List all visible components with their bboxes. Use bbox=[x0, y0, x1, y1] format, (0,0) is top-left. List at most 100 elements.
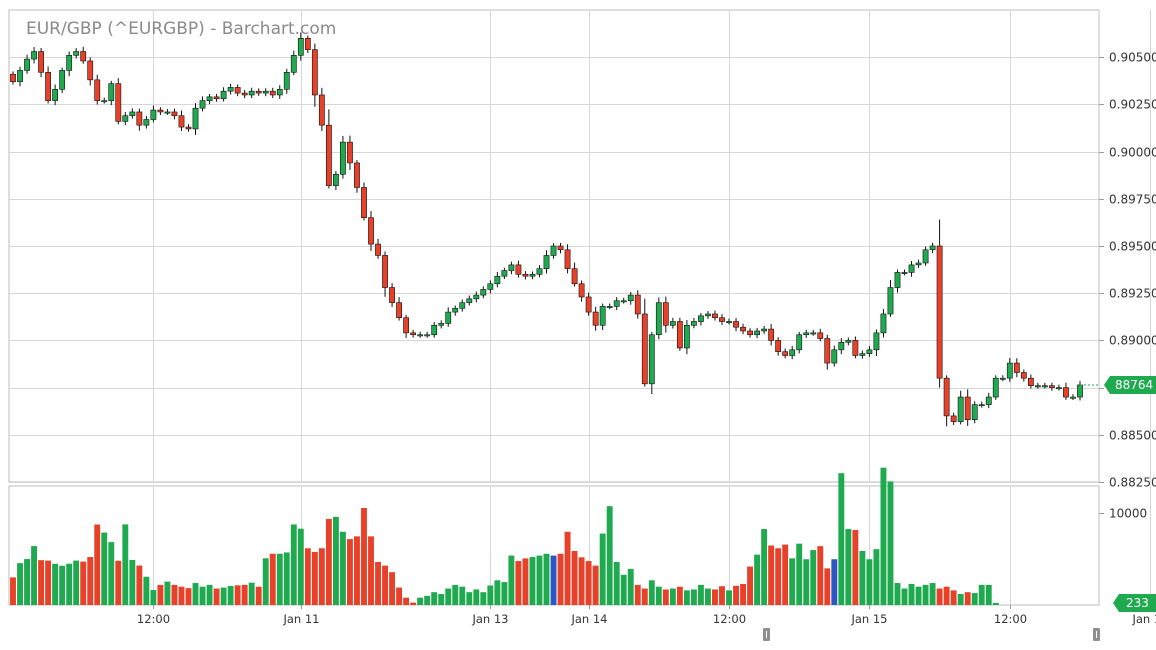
volume-bar bbox=[817, 546, 824, 605]
candle bbox=[445, 311, 452, 324]
volume-bar bbox=[859, 550, 866, 605]
volume-bar bbox=[466, 592, 473, 605]
price-tick-label: 0.89500 bbox=[1109, 240, 1156, 254]
volume-bar bbox=[361, 507, 367, 605]
candle bbox=[220, 90, 227, 100]
volume-bars bbox=[10, 467, 999, 605]
volume-bar bbox=[627, 568, 634, 605]
candle bbox=[1049, 385, 1055, 388]
candle bbox=[347, 141, 353, 164]
candle bbox=[817, 332, 824, 339]
candle bbox=[206, 96, 213, 101]
volume-bar bbox=[304, 548, 311, 605]
volume-bar bbox=[908, 583, 915, 605]
candle bbox=[150, 109, 157, 120]
volume-bar bbox=[866, 559, 873, 605]
candle bbox=[733, 321, 739, 328]
candle bbox=[255, 90, 262, 94]
volume-bar bbox=[480, 592, 487, 605]
candle bbox=[115, 83, 122, 122]
candle bbox=[592, 311, 599, 326]
price-tick-label: 0.90250 bbox=[1109, 98, 1156, 112]
candle bbox=[564, 249, 571, 269]
candle bbox=[311, 49, 318, 96]
price-tick-label: 0.89750 bbox=[1109, 193, 1156, 207]
scroll-handle-right[interactable] bbox=[1093, 628, 1100, 641]
candle bbox=[241, 92, 248, 96]
volume-tick-label: 10000 bbox=[1109, 507, 1147, 521]
candle bbox=[73, 51, 80, 56]
volume-bar bbox=[971, 593, 978, 605]
price-tick-label: 0.88250 bbox=[1109, 476, 1156, 490]
price-tick-label: 0.89250 bbox=[1109, 287, 1156, 301]
candle bbox=[803, 332, 810, 336]
volume-bar bbox=[122, 524, 129, 605]
volume-bar bbox=[185, 588, 192, 605]
candle bbox=[157, 109, 164, 113]
candle bbox=[782, 351, 789, 356]
volume-bar bbox=[936, 588, 943, 605]
volume-bar bbox=[894, 583, 901, 605]
candle bbox=[908, 264, 915, 273]
candle bbox=[382, 255, 388, 288]
grid bbox=[8, 9, 1151, 606]
volume-bar bbox=[248, 582, 255, 605]
volume-bar bbox=[164, 581, 171, 605]
candle bbox=[943, 377, 950, 417]
candle bbox=[325, 124, 332, 186]
candle bbox=[964, 396, 971, 420]
volume-bar bbox=[178, 586, 185, 605]
candle bbox=[915, 262, 922, 266]
volume-bar bbox=[368, 536, 374, 605]
volume-bar bbox=[543, 553, 550, 605]
candle bbox=[59, 70, 66, 90]
volume-bar bbox=[473, 589, 480, 605]
candle bbox=[529, 274, 536, 277]
volume-bar bbox=[87, 556, 94, 605]
time-tick-label: Jan 16 bbox=[1131, 612, 1156, 626]
volume-bar bbox=[901, 588, 908, 605]
volume-bar bbox=[276, 553, 283, 605]
volume-bar bbox=[613, 561, 620, 605]
volume-bar bbox=[915, 586, 922, 605]
candle bbox=[129, 111, 136, 117]
volume-bar bbox=[592, 565, 599, 605]
volume-bar bbox=[213, 588, 220, 605]
volume-bar bbox=[417, 597, 424, 605]
volume-bar bbox=[171, 584, 178, 605]
volume-bar bbox=[733, 585, 739, 605]
candle bbox=[740, 326, 746, 332]
candle bbox=[122, 115, 129, 122]
candle bbox=[789, 349, 796, 356]
volume-bar bbox=[648, 580, 655, 605]
volume-bar bbox=[339, 531, 346, 605]
last-price-badge-shape bbox=[1104, 375, 1156, 394]
candle bbox=[719, 317, 725, 322]
scroll-handle-left[interactable] bbox=[763, 628, 770, 641]
volume-bar bbox=[424, 595, 431, 605]
candle bbox=[726, 321, 732, 324]
volume-bar bbox=[683, 590, 690, 605]
candle bbox=[831, 349, 838, 364]
volume-bar bbox=[697, 584, 704, 605]
volume-bar bbox=[283, 552, 290, 605]
volume-bar bbox=[564, 531, 571, 605]
volume-bar bbox=[747, 566, 754, 605]
volume-bar bbox=[375, 561, 381, 605]
volume-bar bbox=[101, 532, 108, 605]
candle bbox=[929, 245, 936, 251]
candle bbox=[424, 334, 431, 337]
volume-bar bbox=[501, 582, 508, 605]
last-volume-badge: 233 bbox=[1113, 594, 1156, 612]
candle bbox=[178, 115, 185, 128]
candle bbox=[550, 245, 557, 256]
candle bbox=[262, 90, 269, 94]
volume-bar bbox=[94, 524, 101, 605]
volume-bar bbox=[922, 584, 929, 605]
volume-bar bbox=[157, 584, 164, 605]
candle bbox=[992, 377, 999, 398]
candle bbox=[641, 313, 648, 385]
candle bbox=[620, 300, 627, 303]
volume-bar bbox=[403, 597, 410, 605]
volume-bar bbox=[494, 580, 501, 605]
